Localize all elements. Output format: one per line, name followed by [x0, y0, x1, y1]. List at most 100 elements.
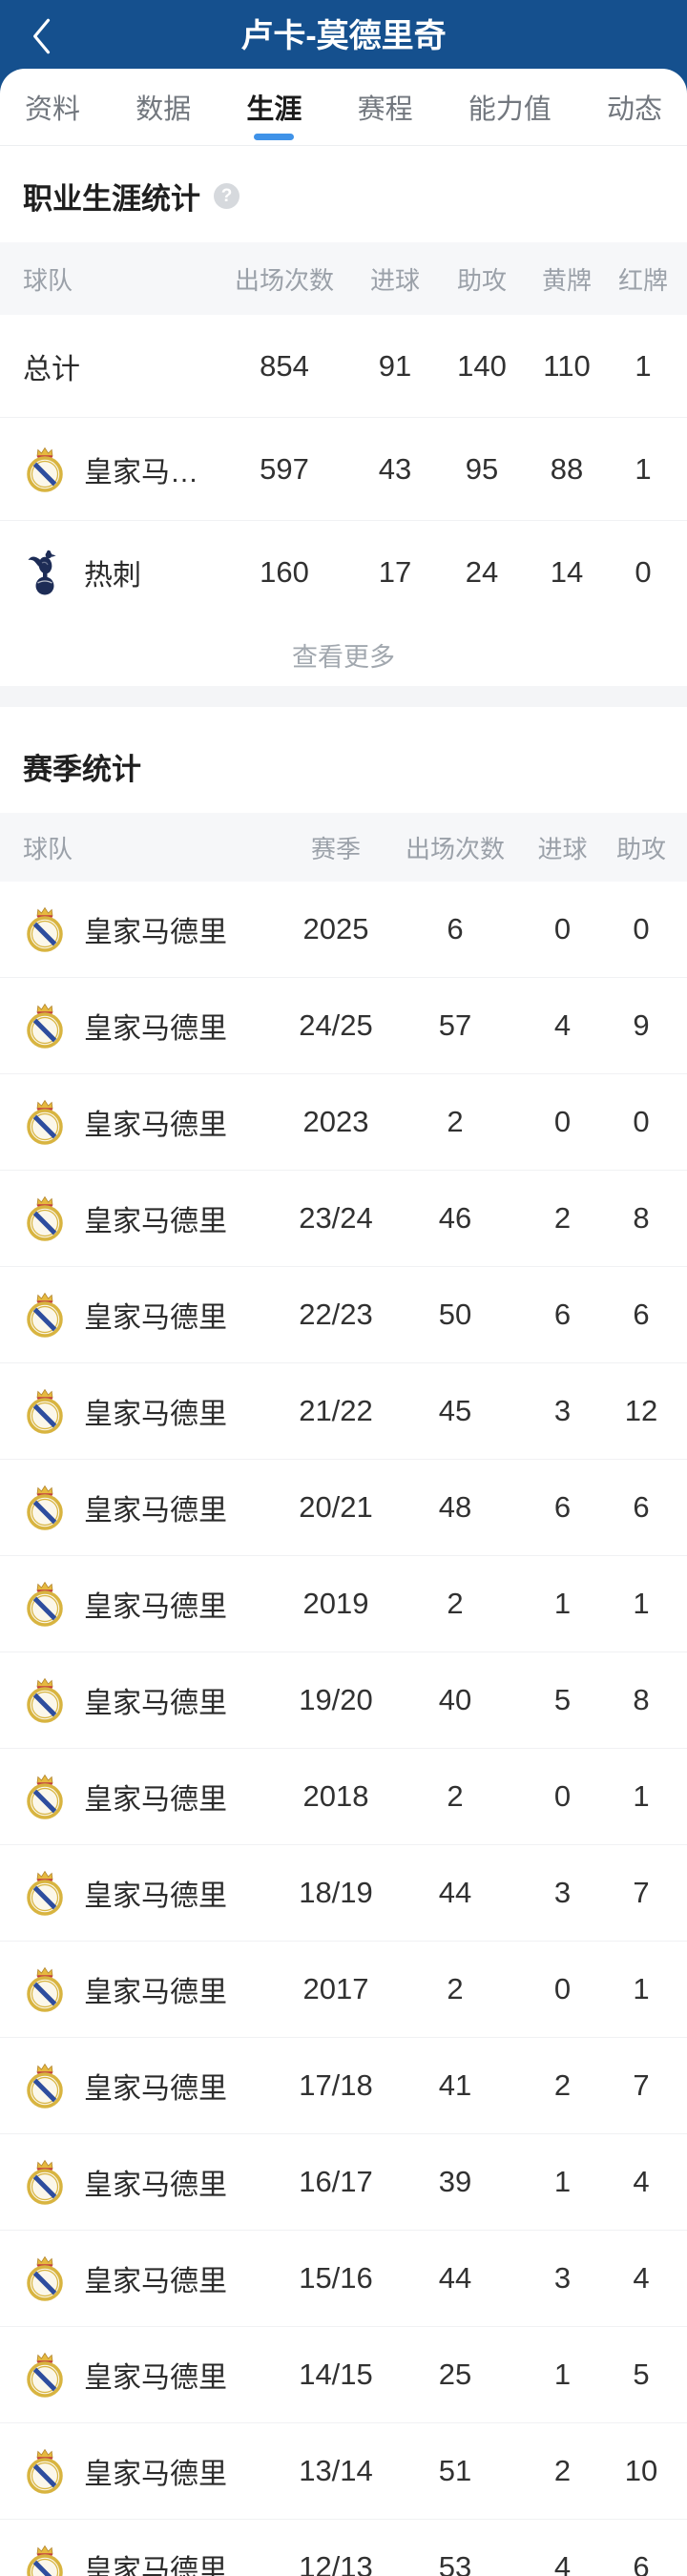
- back-chevron-icon: [32, 18, 51, 54]
- goals-value: 4: [553, 2550, 572, 2576]
- assists-value: 7: [633, 1876, 650, 1909]
- team-badge: [23, 2157, 67, 2207]
- season-table-row[interactable]: 皇家马德里 2025 6 0 0: [0, 882, 687, 977]
- season-table-row[interactable]: 皇家马德里 15/16 44 3 4: [0, 2230, 687, 2326]
- season-value: 23/24: [299, 1201, 373, 1235]
- season-table-row[interactable]: 皇家马德里 22/23 50 6 6: [0, 1266, 687, 1362]
- season-table-row[interactable]: 皇家马德里 2023 2 0 0: [0, 1073, 687, 1170]
- tab-label: 资料: [25, 94, 81, 125]
- season-table-body: 皇家马德里 2025 6 0 0 皇家马德里 24/25 57 4 9 皇家马德…: [0, 882, 687, 2576]
- tab-career[interactable]: 生涯: [246, 69, 302, 145]
- assists-value: 12: [624, 1394, 658, 1427]
- team-cell: 皇家马德里: [0, 1290, 283, 1340]
- tab-profile[interactable]: 资料: [25, 69, 80, 145]
- season-table-row[interactable]: 皇家马德里 13/14 51 2 10: [0, 2422, 687, 2519]
- appearances-value: 2: [447, 1105, 464, 1138]
- season-value: 2017: [302, 1972, 369, 2005]
- appearances-value: 597: [260, 451, 309, 486]
- assists-value: 140: [457, 348, 507, 383]
- appearances-value: 57: [438, 1008, 472, 1042]
- section-divider-band: [0, 686, 687, 707]
- goals-value: 43: [378, 451, 412, 486]
- team-cell: 皇家马德里: [0, 1097, 283, 1147]
- team-name: 皇家马德里: [84, 2266, 227, 2297]
- team-name: 皇家马德里: [84, 1880, 227, 1912]
- goals-value: 0: [553, 912, 572, 945]
- real-madrid-badge: [27, 2545, 63, 2576]
- team-badge: [23, 2350, 67, 2399]
- season-value: 19/20: [299, 1683, 373, 1716]
- season-table-row[interactable]: 皇家马德里 2017 2 0 1: [0, 1941, 687, 2037]
- season-table-row[interactable]: 皇家马德里 23/24 46 2 8: [0, 1170, 687, 1266]
- career-table-row[interactable]: 热刺 160 17 24 14 0: [0, 520, 687, 623]
- team-cell: 皇家马德里: [0, 2157, 283, 2207]
- season-table-row[interactable]: 皇家马德里 16/17 39 1 4: [0, 2133, 687, 2230]
- tab-schedule[interactable]: 赛程: [358, 69, 413, 145]
- season-value: 2023: [302, 1105, 369, 1138]
- red-cards-value: 0: [635, 554, 652, 589]
- team-name: 皇家马德里: [84, 1110, 227, 1141]
- assists-value: 95: [465, 451, 499, 486]
- team-cell: 皇家马德里: [0, 1001, 283, 1050]
- yellow-cards-value: 14: [550, 554, 584, 589]
- team-cell: 皇家马德里: [0, 2543, 283, 2576]
- career-table-body: 总计 854 91 140 110 1 皇家马德里 597 43 95 88 1: [0, 315, 687, 623]
- real-madrid-badge: [27, 906, 63, 952]
- real-madrid-badge: [27, 2352, 63, 2398]
- goals-value: 2: [553, 2454, 572, 2487]
- real-madrid-badge: [27, 1774, 63, 1819]
- goals-value: 1: [553, 2358, 572, 2391]
- appearances-value: 2: [447, 1779, 464, 1813]
- column-goals: 进球: [369, 265, 420, 295]
- season-table-row[interactable]: 皇家马德里 12/13 53 4 6: [0, 2519, 687, 2576]
- season-value: 24/25: [299, 1008, 373, 1042]
- season-table-row[interactable]: 皇家马德里 18/19 44 3 7: [0, 1844, 687, 1941]
- tab-label: 数据: [135, 94, 192, 125]
- goals-value: 3: [553, 1876, 572, 1909]
- team-badge: [23, 1483, 67, 1532]
- tab-ability[interactable]: 能力值: [468, 69, 552, 145]
- goals-value: 2: [553, 1201, 572, 1235]
- real-madrid-badge: [27, 2255, 63, 2301]
- tab-news[interactable]: 动态: [607, 69, 662, 145]
- assists-value: 8: [633, 1201, 650, 1235]
- career-table: 球队 出场次数 进球 助攻 黄牌 红牌 总计 854 91 140 110 1 …: [0, 242, 687, 623]
- team-name: 皇家马德里: [84, 456, 218, 488]
- help-icon[interactable]: ?: [214, 183, 239, 209]
- tab-label: 生涯: [246, 94, 302, 125]
- team-badge: [23, 548, 67, 597]
- season-value: 12/13: [299, 2550, 373, 2576]
- season-table-row[interactable]: 皇家马德里 14/15 25 1 5: [0, 2326, 687, 2422]
- real-madrid-badge: [27, 1099, 63, 1145]
- see-more-button[interactable]: 查看更多: [292, 642, 395, 672]
- season-table-row[interactable]: 皇家马德里 17/18 41 2 7: [0, 2037, 687, 2133]
- team-badge: [23, 1964, 67, 2014]
- team-badge: [23, 1772, 67, 1821]
- team-name: 皇家马德里: [84, 1013, 227, 1045]
- appearances-value: 25: [438, 2358, 472, 2391]
- goals-value: 3: [553, 2261, 572, 2295]
- goals-value: 4: [553, 1008, 572, 1042]
- career-table-row[interactable]: 皇家马德里 597 43 95 88 1: [0, 417, 687, 520]
- season-table-row[interactable]: 皇家马德里 2018 2 0 1: [0, 1748, 687, 1844]
- assists-value: 24: [465, 554, 499, 589]
- goals-value: 0: [553, 1779, 572, 1813]
- tab-data[interactable]: 数据: [135, 69, 191, 145]
- goals-value: 3: [553, 1394, 572, 1427]
- season-table-row[interactable]: 皇家马德里 21/22 45 3 12: [0, 1362, 687, 1459]
- season-table-row[interactable]: 皇家马德里 24/25 57 4 9: [0, 977, 687, 1073]
- real-madrid-badge: [27, 1388, 63, 1434]
- career-table-row[interactable]: 总计 854 91 140 110 1: [0, 315, 687, 417]
- season-table-row[interactable]: 皇家马德里 19/20 40 5 8: [0, 1652, 687, 1748]
- team-name: 皇家马德里: [84, 2170, 227, 2201]
- goals-value: 6: [553, 1298, 572, 1331]
- team-badge: [23, 1290, 67, 1340]
- team-name: 皇家马德里: [84, 1591, 227, 1623]
- team-name: 皇家马德里: [84, 1495, 227, 1527]
- season-value: 20/21: [299, 1490, 373, 1524]
- season-table-row[interactable]: 皇家马德里 20/21 48 6 6: [0, 1459, 687, 1555]
- season-table-row[interactable]: 皇家马德里 2019 2 1 1: [0, 1555, 687, 1652]
- back-button[interactable]: [19, 13, 65, 59]
- real-madrid-badge: [27, 1292, 63, 1338]
